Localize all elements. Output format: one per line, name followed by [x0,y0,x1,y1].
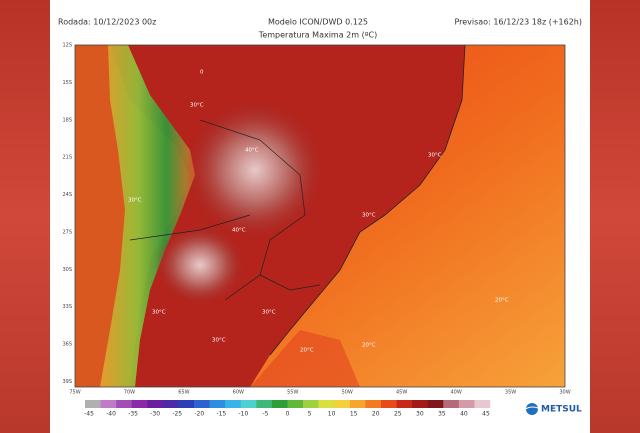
colorbar-swatch [349,400,366,408]
contour-label: 30°C [190,103,204,109]
lat-label: 12S [62,43,72,49]
colorbar-swatch [256,400,273,408]
lon-label: 65W [178,390,189,396]
colorbar-swatch [194,400,210,408]
colorbar-tick-label: -15 [216,411,226,418]
contour-label: 20°C [300,348,314,354]
colorbar-swatch [380,400,397,408]
colorbar-swatch [318,400,335,408]
contour-label: 20°C [362,343,376,349]
colorbar-swatch [240,400,257,408]
colorbar-swatch [458,400,475,408]
lat-label: 33S [62,304,72,310]
lon-label: 30W [559,390,570,396]
colorbar-swatch [147,400,164,408]
lon-label: 60W [233,390,244,396]
colorbar-swatch [474,400,491,408]
lon-label: 40W [450,390,461,396]
colorbar-swatch [334,400,351,408]
colorbar-tick-label: 10 [328,411,336,418]
logo-swoosh [523,406,543,411]
colorbar-swatch [303,400,319,408]
colorbar-swatch [116,400,133,408]
colorbar-tick-label: 35 [438,411,446,418]
colorbar-tick-label: 20 [372,411,380,418]
colorbar-tick-label: -20 [194,411,204,418]
colorbar-tick-label: -35 [128,411,138,418]
blur-side [590,0,640,433]
contour-label: 30°C [362,213,376,219]
run-label: Rodada: 10/12/2023 00z [58,18,156,27]
colorbar-swatch [85,400,101,408]
coastal-zone [250,330,360,387]
lat-label: 36S [62,342,72,348]
variable-label: Temperatura Maxima 2m (ºC) [258,31,377,40]
logo: METSUL [523,403,582,415]
colorbar-tick-label: -40 [106,411,116,418]
colorbar-tick-label: -25 [172,411,182,418]
logo-text: METSUL [541,405,582,415]
colorbar-swatch [225,400,242,408]
colorbar: -45 -40 -35 -30 -25 -20 -15 -10 -5 0 5 10 15 20 25 30 35… [84,400,491,418]
colorbar-tick-label: -45 [84,411,94,418]
contour-label: 20°C [495,298,509,304]
blur-side [0,0,50,433]
contour-label: 30°C [128,198,142,204]
contour-label: 40°C [232,228,246,234]
colorbar-tick-label: 15 [350,411,358,418]
colorbar-swatch [271,400,288,408]
colorbar-swatch [412,400,428,408]
lon-label: 35W [505,390,516,396]
colorbar-swatch [365,400,382,408]
lat-label: 21S [62,155,72,161]
lon-label: 75W [69,390,80,396]
contour-label: 30°C [152,310,166,316]
contour-label: 40°C [245,148,259,154]
hot-area [185,100,325,240]
colorbar-tick-label: 40 [460,411,468,418]
colorbar-swatch [131,400,148,408]
colorbar-swatch [396,400,413,408]
lat-label: 24S [62,192,72,198]
colorbar-swatch [427,400,444,408]
colorbar-swatch [287,400,304,408]
forecast-label: Previsao: 16/12/23 18z (+162h) [454,18,582,27]
lat-label: 39S [62,379,72,385]
coastline [269,44,466,356]
map-frame [74,44,566,388]
lat-label: 15S [62,80,72,86]
colorbar-tick-label: 30 [416,411,424,418]
lon-label: 50W [342,390,353,396]
colorbar-swatch [162,400,179,408]
model-label: Modelo ICON/DWD 0.125 [268,18,368,27]
colorbar-swatch [178,400,195,408]
colorbar-tick-label: -30 [150,411,160,418]
hot-area [155,225,245,305]
lon-label: 55W [287,390,298,396]
map: 30°C 30°C 40°C 40°C 30°C 30°C 30°C 20°C … [74,44,566,388]
andes [100,45,195,387]
colorbar-swatch [100,400,117,408]
contour-label: 30°C [262,310,276,316]
contour-label: 30°C [212,338,226,344]
lon-label: 45W [396,390,407,396]
logo-globe [526,403,538,415]
colorbar-tick-label: -5 [262,411,268,418]
axes: 12S 15S 18S 21S 24S 27S 30S 33S 36S 39S 75W 70W 65W 6… [62,43,570,396]
borders [129,119,321,301]
lat-label: 27S [62,229,72,235]
colorbar-tick-label: 5 [308,411,312,418]
lat-label: 18S [62,117,72,123]
colorbar-tick-label: 45 [482,411,490,418]
lat-label: 30S [62,267,72,273]
colorbar-swatch [209,400,226,408]
lon-label: 70W [124,390,135,396]
colorbar-tick-label: 0 [286,411,290,418]
colorbar-swatch [443,400,460,408]
contour-label: 30°C [428,153,442,159]
colorbar-tick-label: -10 [238,411,248,418]
contour-label: 0 [200,70,204,76]
colorbar-tick-label: 25 [394,411,402,418]
